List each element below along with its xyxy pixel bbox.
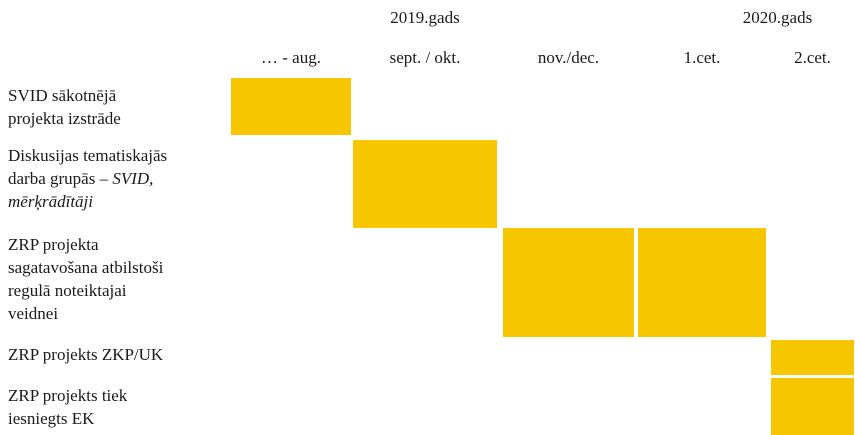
period-header: sept. / okt. bbox=[389, 48, 461, 67]
label-line: Diskusijas tematiskajās bbox=[8, 146, 168, 165]
label-line: ZRP projekts tiek bbox=[8, 386, 128, 405]
label-line: projekta izstrāde bbox=[8, 109, 121, 128]
year-header: 2019.gads bbox=[390, 8, 460, 27]
period-header: 2.cet. bbox=[794, 48, 831, 67]
label-line: iesniegts EK bbox=[8, 409, 95, 428]
filled-cell bbox=[503, 228, 634, 337]
task-label: ZRP projekts ZKP/UK bbox=[8, 343, 230, 366]
label-line: ZRP projekts ZKP/UK bbox=[8, 345, 164, 364]
label-segment: darba grupās – bbox=[8, 169, 113, 188]
year-header: 2020.gads bbox=[742, 8, 813, 27]
label-line: SVID sākotnējā bbox=[8, 86, 117, 105]
label-line: sagatavošana atbilstoši bbox=[8, 258, 164, 277]
task-label: Diskusijas tematiskajās darba grupās – SV… bbox=[8, 144, 230, 213]
filled-cell bbox=[771, 340, 854, 375]
task-label: SVID sākotnējā projekta izstrāde bbox=[8, 84, 230, 130]
period-header: nov./dec. bbox=[537, 48, 600, 67]
filled-cell bbox=[353, 140, 497, 228]
label-segment: SVID, bbox=[112, 169, 154, 188]
task-label: ZRP projekta sagatavošana atbilstoši regul… bbox=[8, 233, 230, 325]
label-line: ZRP projekta bbox=[8, 235, 99, 254]
filled-cell bbox=[638, 228, 766, 337]
period-header: … - aug. bbox=[261, 48, 321, 67]
label-line: darba grupās – SVID, bbox=[8, 167, 230, 190]
filled-cell bbox=[771, 378, 854, 435]
label-line: veidnei bbox=[8, 304, 59, 323]
period-header: 1.cet. bbox=[683, 48, 721, 67]
label-line: regulā noteiktajai bbox=[8, 281, 127, 300]
filled-cell bbox=[231, 78, 351, 135]
task-label: ZRP projekts tiek iesniegts EK bbox=[8, 384, 230, 430]
label-line: mērķrādītāji bbox=[8, 190, 230, 213]
label-segment: mērķrādītāji bbox=[8, 192, 93, 211]
